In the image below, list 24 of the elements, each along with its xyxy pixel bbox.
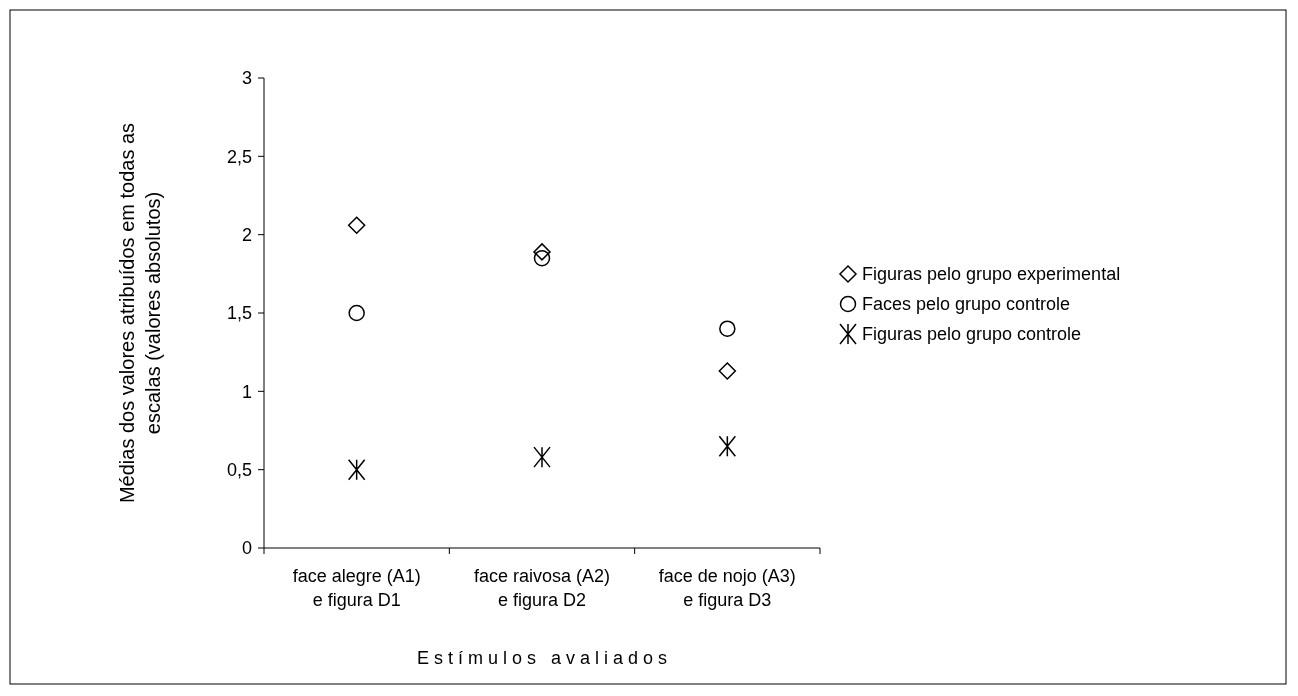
x-tick-label: face alegre (A1) e figura D1: [292, 566, 421, 610]
y-tick-label: 1: [241, 381, 252, 402]
point: [533, 446, 551, 468]
point: [718, 362, 737, 380]
legend-label: Figuras pelo grupo controle: [862, 324, 1082, 345]
y-tick-label: 2: [241, 224, 252, 245]
point: [348, 304, 365, 322]
x-tick-label: face raivosa (A2) e figura D2: [473, 566, 611, 610]
point: [719, 320, 736, 337]
x-axis-title: E s t í m u l o s a v a l i a d o s: [416, 648, 668, 668]
point: [533, 243, 551, 261]
y-tick-label: 2,5: [226, 146, 252, 167]
y-tick-label: 0: [241, 538, 252, 559]
point: [347, 216, 366, 235]
x-tick-label: face de nojo (A3) e figura D3: [658, 566, 796, 610]
point: [718, 435, 737, 457]
y-tick-label: 1,5: [226, 303, 252, 324]
y-tick-label: 3: [241, 68, 252, 89]
y-axis-title: Médias dos valores atribuídos em todas as escalas (valores absolutos): [116, 122, 164, 504]
legend-label: Figuras pelo grupo experimental: [862, 264, 1121, 285]
legend-label: Faces pelo grupo controle: [862, 294, 1071, 315]
point: [347, 458, 366, 481]
point: [533, 249, 551, 267]
y-tick-label: 0,5: [226, 459, 252, 480]
